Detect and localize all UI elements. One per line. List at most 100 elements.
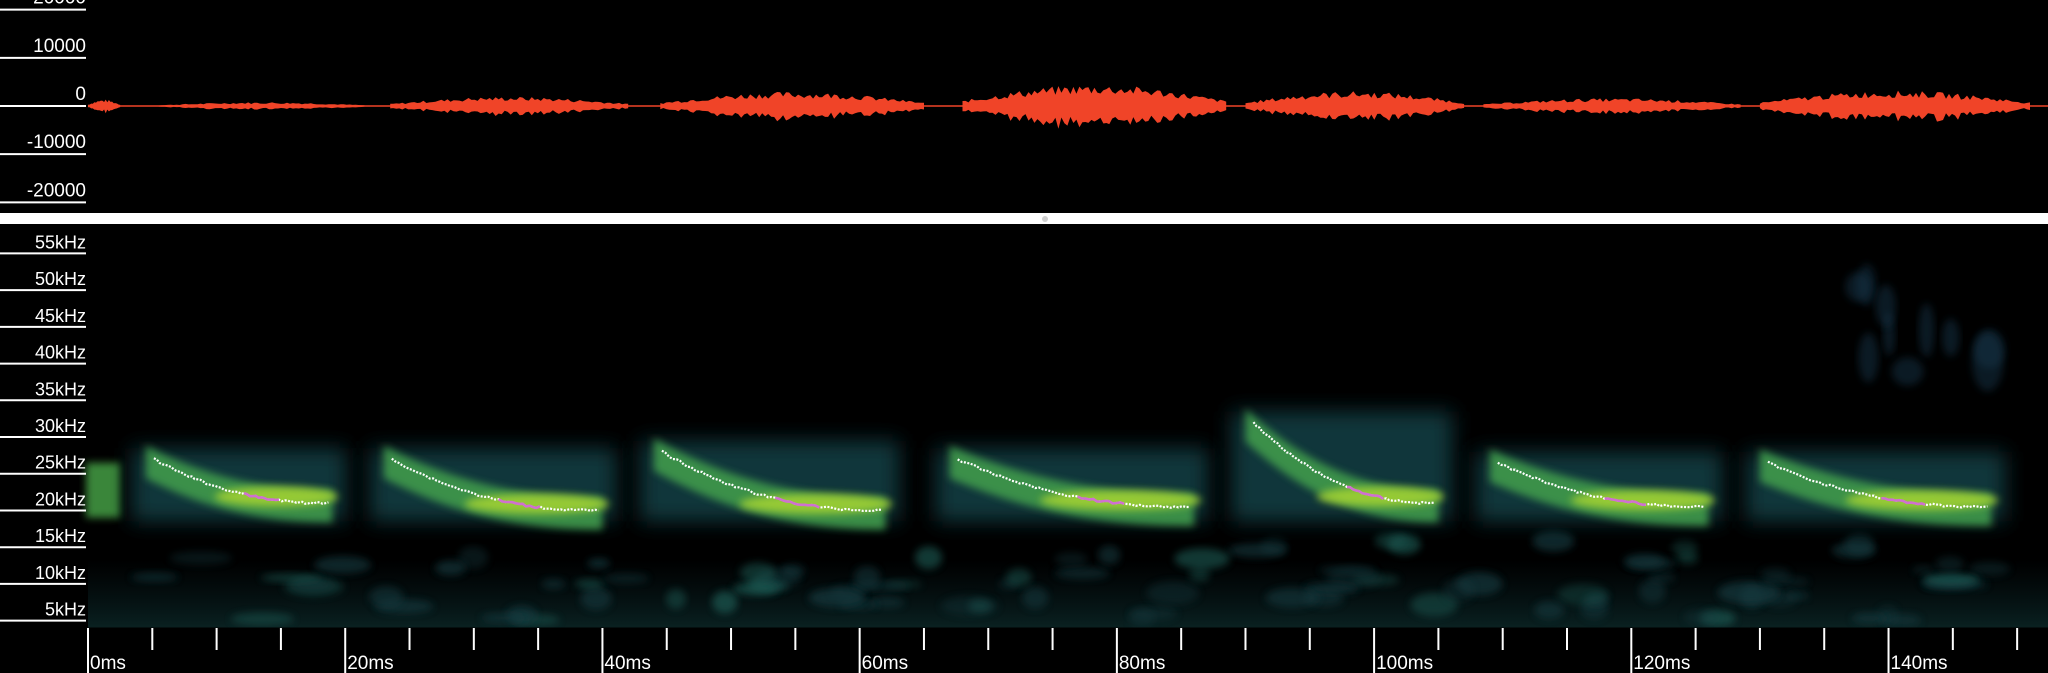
noise-patch [435,560,466,576]
noise-patch [1935,556,1965,572]
frequency-tick-label: 20kHz [35,489,86,509]
call-peak [1845,490,1999,511]
noise-patch [1912,565,1935,574]
call [935,445,1209,526]
noise-patch [1638,579,1666,604]
frequency-tick-label: 25kHz [35,453,86,473]
time-tick-label: 60ms [862,653,908,673]
divider-drag-handle[interactable] [1042,216,1048,222]
waveform-segment [158,102,365,110]
call-contour-highlight [497,498,541,510]
time-tick-label: 140ms [1891,653,1948,673]
noise-patch [1265,588,1319,608]
call-peak [1570,490,1716,511]
waveform-segment [1245,91,1465,121]
spectrogram-panel: 55kHz 50kHz 45kHz 40kHz 35kHz 30kHz 25kHz 20kHz… [0,224,2048,673]
noise-patch [1146,581,1199,605]
waveform-y-tick-label: -20000 [27,180,86,201]
call-contour [391,457,599,512]
waveform-y-tick-label: 10000 [33,36,86,57]
noise-patch [1021,586,1049,609]
call-contour [957,458,1190,509]
time-tick-label: 0ms [90,653,126,673]
time-tick-label: 120ms [1633,653,1690,673]
frequency-tick-label: 10kHz [35,563,86,583]
call [639,438,900,530]
noise-patch [1844,533,1875,555]
call-contour-highlight [1881,497,1926,506]
waveform-segment [962,86,1227,129]
call-contour [661,449,882,513]
noise-patch [230,612,294,626]
call-contour-highlight [1604,497,1646,506]
noise-patch [1858,332,1879,383]
noise-patch [603,573,649,584]
call [131,445,347,523]
noise-patch [712,590,738,614]
noise-patch [1319,565,1376,575]
noise-patch [1227,543,1287,558]
noise-patch [541,578,566,590]
time-axis: 0ms 20ms 40ms 60ms 80ms 100ms 120ms 140ms [87,627,2048,673]
waveform-segment [660,92,924,122]
noise-patch [131,572,178,582]
noise-patch [740,562,776,583]
call-contour-highlight [243,491,280,502]
noise-patch [1054,552,1088,566]
noise-patch [1532,530,1575,552]
panel-divider[interactable] [0,213,2048,224]
noise-patch [291,578,334,593]
noise-patch [1845,272,1871,302]
frequency-tick-label: 45kHz [35,306,86,326]
waveform-segment [390,97,629,116]
spectrogram-noise [131,264,2010,628]
noise-patch [1851,612,1887,624]
noise-patch [1969,561,2010,576]
call [369,445,617,530]
noise-patch [1189,567,1210,583]
frequency-tick-label: 30kHz [35,416,86,436]
waveform-y-tick-label: 0 [75,84,86,105]
noise-patch [1875,284,1896,327]
time-tick-label: 40ms [604,653,650,673]
noise-patch [1006,568,1032,587]
noise-patch [1128,609,1156,628]
noise-patch [1717,581,1780,604]
noise-patch [1410,592,1458,617]
noise-patch [1891,357,1924,386]
noise-patch [1174,548,1230,570]
call-contour-highlight [1077,495,1125,506]
noise-patch [1684,609,1719,625]
call-peak [214,486,338,507]
call-contour-highlight [1346,485,1384,501]
call [1745,449,2006,526]
frequency-axis: 55kHz 50kHz 45kHz 40kHz 35kHz 30kHz 25kHz 20kHz… [0,232,2048,673]
time-tick-label: 80ms [1119,653,1165,673]
noise-patch [1534,601,1565,620]
noise-patch [853,565,881,589]
frequency-tick-label: 55kHz [35,232,86,252]
call-contour [1767,460,1988,509]
panel-divider-bar[interactable] [0,213,2048,224]
call-glow [86,462,120,518]
noise-patch [260,573,322,582]
waveform-y-axis: 20000 10000 0 -10000 -20000 [0,0,86,204]
waveform-y-tick-label: -10000 [27,132,86,153]
time-tick-label: 20ms [347,653,393,673]
noise-patch [369,586,404,608]
noise-patch [574,579,604,589]
call [1475,449,1723,526]
noise-patch [1374,532,1408,549]
noise-patch [1923,574,1981,585]
waveform-series [88,86,2030,129]
noise-patch [940,596,999,616]
frequency-tick-label: 50kHz [35,269,86,289]
waveform-y-tick-label: 20000 [33,0,86,9]
call [1231,409,1453,523]
noise-patch [869,596,905,608]
noise-patch [1972,332,2004,392]
call-contour-highlight [774,496,820,509]
frequency-tick-label: 5kHz [45,600,86,620]
frequency-tick-label: 40kHz [35,343,86,363]
